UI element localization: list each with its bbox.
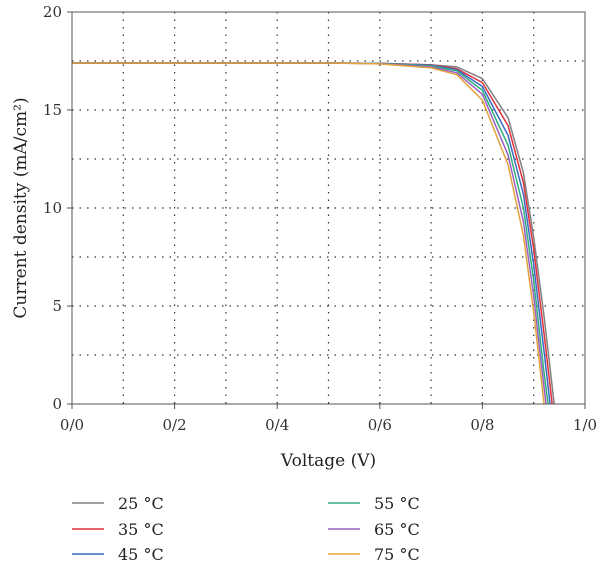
legend: 25 °C 35 °C 45 °C 55 °C 65 °C 75 °C [72,494,420,564]
series-line [72,62,547,405]
x-tick-label: 0/2 [163,416,187,434]
series-line [72,62,551,405]
y-axis-label: Current density (mA/cm²) [11,97,31,318]
x-axis-ticks: 0/0 0/2 0/4 0/6 0/8 1/0 [60,404,597,434]
x-tick-label: 1/0 [573,416,597,434]
plot-series [72,62,555,405]
y-tick-label: 20 [43,3,62,21]
legend-label: 25 °C [118,494,164,513]
series-line [72,62,553,405]
legend-label: 45 °C [118,545,164,564]
x-tick-label: 0/8 [470,416,494,434]
legend-label: 35 °C [118,520,164,539]
series-line [72,62,545,405]
y-tick-label: 0 [52,395,62,413]
x-axis-label: Voltage (V) [280,451,376,471]
x-tick-label: 0/4 [265,416,289,434]
x-tick-label: 0/0 [60,416,84,434]
grid [72,12,585,404]
legend-label: 55 °C [374,494,420,513]
series-line [72,62,549,405]
y-tick-label: 5 [52,297,62,315]
y-axis-ticks: 0 5 10 15 20 [43,3,72,413]
x-tick-label: 0/6 [368,416,392,434]
legend-label: 65 °C [374,520,420,539]
y-tick-label: 10 [43,199,62,217]
series-line [72,62,555,405]
y-tick-label: 15 [43,101,62,119]
legend-label: 75 °C [374,545,420,564]
